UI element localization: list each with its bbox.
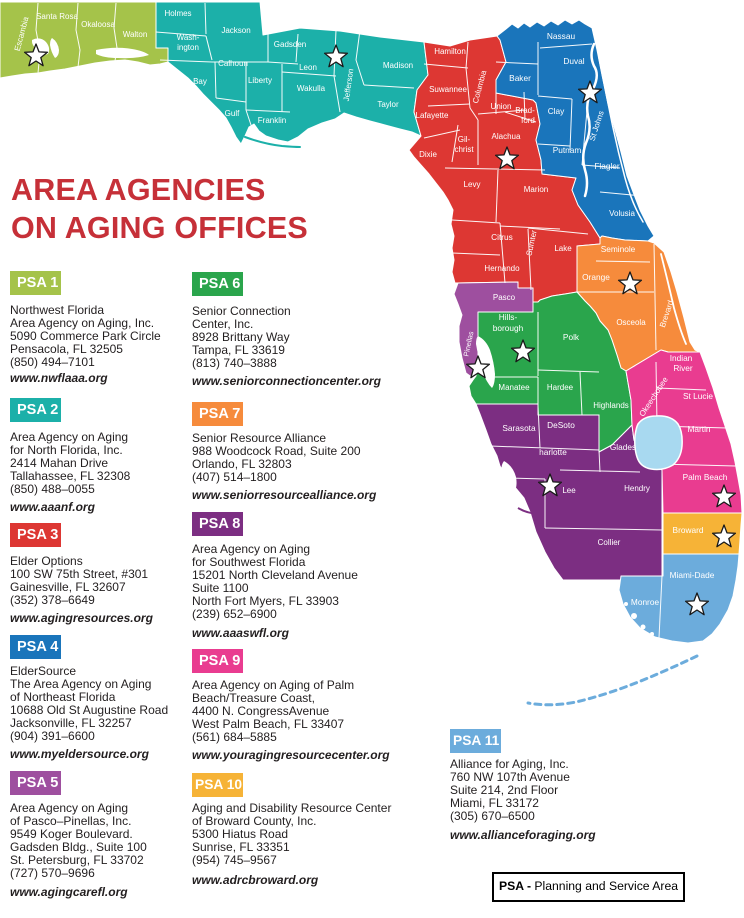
svg-text:Nassau: Nassau [547,31,576,41]
svg-text:Hendry: Hendry [624,484,650,493]
svg-text:Union: Union [491,102,512,111]
svg-text:Flagler: Flagler [594,161,620,171]
svg-text:Baker: Baker [509,73,531,83]
svg-text:Indian: Indian [670,353,693,363]
svg-text:Franklin: Franklin [258,116,286,125]
svg-text:Alachua: Alachua [492,132,521,141]
svg-text:Jackson: Jackson [221,26,250,35]
svg-text:christ: christ [454,145,474,154]
svg-text:Dixie: Dixie [419,150,437,159]
svg-text:Hills-: Hills- [499,312,518,322]
svg-text:Hardee: Hardee [547,383,574,392]
svg-text:Orange: Orange [582,272,610,282]
svg-text:Manatee: Manatee [498,383,530,392]
svg-text:River: River [673,363,693,373]
svg-text:Marion: Marion [524,185,548,194]
svg-text:Wakulla: Wakulla [297,84,326,93]
svg-text:Hernando: Hernando [484,264,520,273]
svg-text:Bay: Bay [193,77,207,86]
svg-text:Highlands: Highlands [593,401,629,410]
svg-text:Lafayette: Lafayette [416,111,449,120]
svg-text:Osceola: Osceola [616,318,646,327]
svg-text:Madison: Madison [383,61,413,70]
svg-text:borough: borough [493,323,524,333]
svg-text:Gulf: Gulf [225,109,240,118]
svg-text:Collier: Collier [598,538,621,547]
svg-text:Putnam: Putnam [553,145,582,155]
svg-text:Duval: Duval [563,56,584,66]
svg-text:Polk: Polk [563,332,580,342]
svg-text:Miami-Dade: Miami-Dade [670,570,715,580]
svg-text:ford: ford [521,116,535,125]
svg-text:Palm Beach: Palm Beach [683,472,728,482]
svg-text:Gil-: Gil- [458,135,471,144]
svg-text:Walton: Walton [123,30,148,39]
svg-text:Lee: Lee [562,486,576,495]
svg-text:Broward: Broward [673,525,704,535]
svg-text:DeSoto: DeSoto [547,420,575,430]
svg-text:Calhoun: Calhoun [218,59,248,68]
svg-text:Santa Rosa: Santa Rosa [36,12,78,21]
svg-text:Hamilton: Hamilton [434,47,466,56]
svg-text:Leon: Leon [299,63,317,72]
svg-text:Citrus: Citrus [491,232,513,242]
svg-text:St Lucie: St Lucie [683,391,713,401]
svg-text:Okaloosa: Okaloosa [81,20,115,29]
svg-text:ington: ington [177,43,199,52]
svg-text:harlotte: harlotte [539,447,567,457]
svg-text:Seminole: Seminole [601,244,636,254]
svg-text:Wash-: Wash- [177,33,200,42]
svg-text:Taylor: Taylor [377,100,399,109]
svg-text:Monroe: Monroe [631,597,660,607]
svg-text:Liberty: Liberty [248,76,272,85]
svg-text:Brad-: Brad- [515,106,535,115]
svg-text:Clay: Clay [548,106,565,116]
svg-text:Holmes: Holmes [164,9,191,18]
svg-text:Suwannee: Suwannee [429,85,467,94]
svg-text:Volusia: Volusia [609,209,635,218]
svg-text:Pasco: Pasco [493,293,516,302]
svg-text:Lake: Lake [554,244,572,253]
svg-text:Sarasota: Sarasota [502,423,536,433]
svg-text:Martin: Martin [687,424,710,434]
svg-text:Glades: Glades [610,442,636,452]
svg-text:Levy: Levy [464,180,481,189]
svg-text:Gadsden: Gadsden [274,40,306,49]
